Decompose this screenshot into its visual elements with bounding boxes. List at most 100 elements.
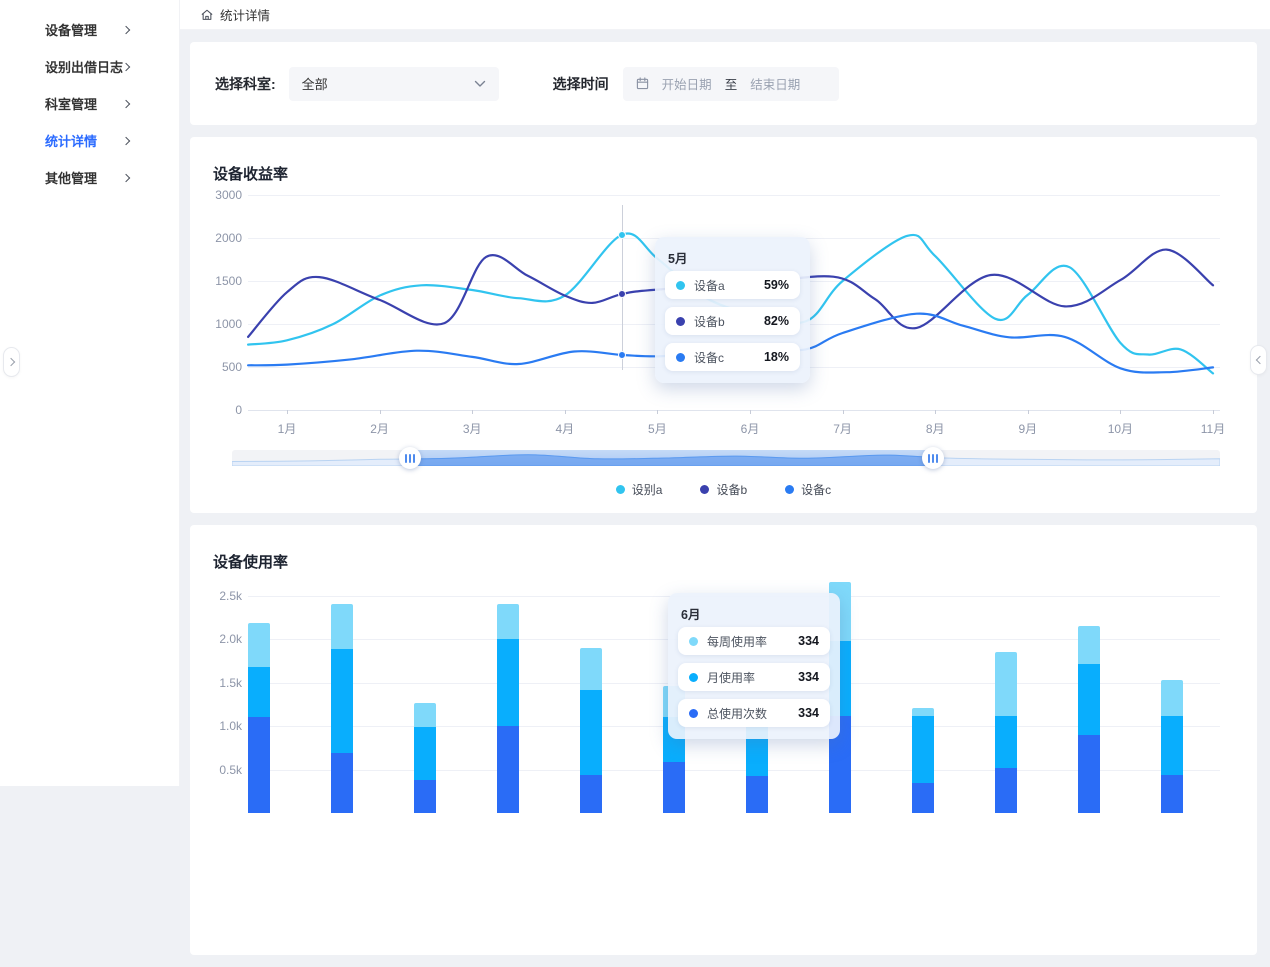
series-dot-icon (689, 708, 698, 718)
handle-grip-icon (412, 453, 415, 463)
bar-segment-总使用次数 (497, 726, 519, 813)
datazoom-slider[interactable] (232, 447, 1220, 469)
x-axis-label: 7月 (833, 422, 852, 436)
x-axis-label: 4月 (555, 422, 575, 436)
x-axis-tick (657, 410, 659, 414)
panel-collapse-toggle[interactable] (1250, 345, 1267, 375)
sidebar-expand-toggle[interactable] (3, 347, 20, 377)
tooltip-row: 每周使用率 334 (678, 627, 830, 655)
tooltip-row: 设备c 18% (665, 343, 800, 371)
usage-rate-chart-card: 设备使用率 0.5k 1.0k 1.5k 2.0k 2.5k 6月 每周使用率 334 月使用率… (190, 525, 1257, 955)
tooltip-series-value: 18% (763, 350, 789, 364)
y-axis-label: 1500 (215, 274, 242, 288)
handle-grip-icon (404, 453, 407, 463)
tooltip-series-label: 设备b (694, 314, 725, 329)
x-axis-tick (1120, 410, 1122, 414)
bar-segment-每周使用率 (414, 703, 436, 727)
datazoom-handle-right[interactable] (922, 447, 945, 469)
chevron-right-icon (6, 357, 15, 367)
date-range-picker[interactable]: 开始日期 至 结束日期 (622, 66, 839, 101)
bar-segment-总使用次数 (414, 779, 436, 813)
legend-label: 设别a (631, 483, 663, 497)
bar-segment-月使用率 (580, 690, 602, 775)
tooltip-indicator-line (622, 205, 624, 370)
y-axis-label: 0.5k (219, 762, 242, 777)
end-date-input[interactable]: 结束日期 (750, 78, 801, 92)
x-axis-tick (287, 410, 288, 414)
tooltip-title: 5月 (668, 252, 688, 266)
y-axis-label: 3000 (215, 188, 242, 202)
sidebar-menu: 设备管理设别出借日志科室管理 统计详情 其他管理 (0, 0, 179, 196)
bar-segment-总使用次数 (912, 783, 934, 813)
chevron-left-icon (1255, 355, 1264, 365)
time-filter-label: 选择时间 (552, 75, 609, 92)
bar-segment-月使用率 (414, 726, 436, 780)
revenue-rate-chart-card: 设备收益率 0 500 1000 1500 2000 3000 1月 2月 3月 4月 5月 6月 7月… (190, 137, 1257, 513)
legend-item-2[interactable]: 设备b (700, 481, 747, 498)
bar-segment-总使用次数 (746, 776, 768, 813)
chevron-right-icon (121, 62, 131, 71)
bar-segment-每周使用率 (331, 604, 353, 650)
calendar-icon (636, 77, 648, 90)
sidebar-item-label: 设别出借日志 (45, 60, 124, 75)
tooltip-series-label: 每周使用率 (707, 634, 768, 649)
x-axis-label: 8月 (925, 422, 945, 436)
bar-segment-每周使用率 (1078, 625, 1100, 665)
datazoom-handle-left[interactable] (398, 447, 421, 469)
start-date-input[interactable]: 开始日期 (661, 78, 712, 92)
bar-segment-每周使用率 (995, 652, 1017, 716)
sidebar-item-4[interactable]: 统计详情 (0, 122, 179, 159)
legend-item-3[interactable]: 设备c (785, 481, 831, 498)
bar-segment-月使用率 (497, 639, 519, 726)
legend-dot-icon (700, 485, 710, 494)
tooltip-series-value: 334 (798, 706, 819, 720)
y-axis-label: 2.0k (219, 632, 242, 646)
series-dot-icon (689, 636, 698, 646)
bar-segment-月使用率 (1078, 664, 1100, 735)
line-series-设备b (247, 248, 1215, 338)
bar-segment-总使用次数 (1078, 734, 1100, 813)
legend-dot-icon (615, 485, 625, 494)
chevron-right-icon (121, 25, 131, 34)
series-point-marker (618, 289, 627, 298)
handle-grip-icon (408, 453, 411, 463)
handle-grip-icon (936, 453, 939, 463)
gridline (248, 769, 1220, 771)
chart-legend: 设别a 设备b 设备c (190, 481, 1257, 498)
sidebar-item-3[interactable]: 科室管理 (0, 85, 179, 122)
department-select[interactable]: 全部 (288, 66, 499, 101)
revenue-rate-line-chart[interactable]: 0 500 1000 1500 2000 3000 1月 2月 3月 4月 5月 6月 7月 8月 9月 10… (190, 137, 1257, 513)
series-point-marker (618, 230, 627, 239)
usage-rate-bar-chart[interactable]: 0.5k 1.0k 1.5k 2.0k 2.5k 6月 每周使用率 334 月使用率 334 总使用… (190, 525, 1257, 955)
bar-segment-总使用次数 (1161, 774, 1183, 813)
bar-segment-月使用率 (995, 715, 1017, 768)
line-chart-tooltip: 5月 设备a 59% 设备b 82% 设备c 18% (655, 237, 810, 383)
series-dot-icon (676, 316, 685, 326)
sidebar-item-1[interactable]: 设备管理 (0, 11, 179, 48)
x-axis-tick (1213, 410, 1214, 414)
legend-item-1[interactable]: 设别a (615, 481, 663, 498)
sidebar-item-label: 设备管理 (45, 23, 98, 38)
y-axis-label: 1000 (215, 317, 242, 331)
sidebar-item-2[interactable]: 设别出借日志 (0, 48, 179, 85)
gridline (248, 195, 1220, 196)
sidebar-item-5[interactable]: 其他管理 (0, 159, 179, 196)
datazoom-selected-range[interactable] (409, 450, 934, 466)
breadcrumb[interactable]: 统计详情 (220, 9, 271, 23)
sidebar: 设备管理设别出借日志科室管理 统计详情 其他管理 (0, 0, 180, 786)
bar-segment-总使用次数 (580, 774, 602, 813)
chevron-right-icon (121, 136, 131, 145)
series-dot-icon (689, 672, 698, 682)
bar-segment-总使用次数 (331, 752, 353, 813)
bar-segment-总使用次数 (248, 717, 270, 813)
y-axis-label: 0 (235, 403, 242, 417)
tooltip-series-label: 月使用率 (707, 670, 756, 685)
x-axis-label: 10月 (1107, 422, 1134, 436)
legend-dot-icon (785, 485, 795, 494)
series-point-marker (618, 350, 627, 359)
tooltip-title: 6月 (681, 608, 701, 622)
tooltip-row: 设备b 82% (665, 307, 800, 335)
x-axis-label: 2月 (370, 422, 389, 436)
x-axis-label: 6月 (740, 422, 760, 436)
legend-label: 设备c (801, 483, 832, 497)
